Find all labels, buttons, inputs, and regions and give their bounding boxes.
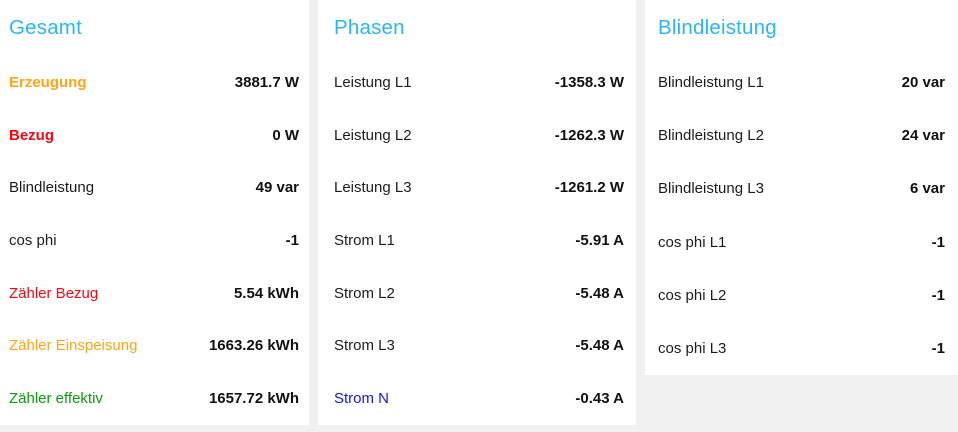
card-title-row: Gesamt <box>0 0 309 56</box>
row-value: -1 <box>931 339 945 357</box>
row-erzeugung: Erzeugung 3881.7 W <box>0 56 309 109</box>
row-value: -1262.3 W <box>554 126 624 144</box>
row-zahler-bezug: Zähler Bezug 5.54 kWh <box>0 267 309 320</box>
row-label: Blindleistung L2 <box>658 127 764 145</box>
row-zahler-einspeisung: Zähler Einspeisung 1663.26 kWh <box>0 320 309 373</box>
card-title: Blindleistung <box>658 16 777 39</box>
row-value: -1 <box>285 232 299 250</box>
row-blindleistung-l1: Blindleistung L1 20 var <box>645 56 958 109</box>
row-value: -5.91 A <box>575 232 624 250</box>
row-value: -1358.3 W <box>554 73 624 91</box>
row-label: Leistung L3 <box>334 179 412 197</box>
row-value: 6 var <box>909 180 945 198</box>
row-blindleistung-l2: Blindleistung L2 24 var <box>645 109 958 162</box>
row-leistung-l2: Leistung L2 -1262.3 W <box>318 109 636 162</box>
card-title-row: Blindleistung <box>645 0 958 56</box>
row-value: -5.48 A <box>575 284 624 302</box>
row-cos-phi: cos phi -1 <box>0 214 309 267</box>
row-strom-n: Strom N -0.43 A <box>318 372 636 425</box>
row-label: Strom L1 <box>334 232 395 250</box>
row-label: Leistung L2 <box>334 126 412 144</box>
row-value: 1663.26 kWh <box>208 337 299 355</box>
row-cos-phi-l1: cos phi L1 -1 <box>645 216 958 269</box>
row-value: 20 var <box>901 74 945 92</box>
row-value: -0.43 A <box>575 390 624 408</box>
row-strom-l1: Strom L1 -5.91 A <box>318 214 636 267</box>
row-value: 3881.7 W <box>234 73 299 91</box>
row-label: Zähler Bezug <box>9 284 99 302</box>
row-cos-phi-l2: cos phi L2 -1 <box>645 269 958 322</box>
row-value: -1261.2 W <box>554 179 624 197</box>
row-label: cos phi L1 <box>658 233 727 251</box>
row-value: 49 var <box>255 179 299 197</box>
row-label: cos phi L3 <box>658 339 727 357</box>
row-zahler-effektiv: Zähler effektiv 1657.72 kWh <box>0 372 309 425</box>
row-label: cos phi L2 <box>658 286 727 304</box>
row-label: Leistung L1 <box>334 73 412 91</box>
card-title: Phasen <box>334 16 405 39</box>
row-leistung-l3: Leistung L3 -1261.2 W <box>318 161 636 214</box>
row-label: Erzeugung <box>9 73 87 91</box>
row-label: Bezug <box>9 126 54 144</box>
row-label: Strom N <box>334 390 390 408</box>
row-value: 24 var <box>901 127 945 145</box>
row-value: 5.54 kWh <box>233 284 299 302</box>
row-bezug: Bezug 0 W <box>0 109 309 162</box>
row-label: Blindleistung L1 <box>658 74 764 92</box>
row-value: 0 W <box>272 126 299 144</box>
card-blindleistung: Blindleistung Blindleistung L1 20 var Bl… <box>645 0 958 375</box>
card-phasen: Phasen Leistung L1 -1358.3 W Leistung L2… <box>318 0 636 425</box>
row-label: Blindleistung L3 <box>658 180 764 198</box>
card-title-row: Phasen <box>318 0 636 56</box>
row-label: Strom L3 <box>334 337 395 355</box>
row-blindleistung-l3: Blindleistung L3 6 var <box>645 162 958 215</box>
card-gesamt: Gesamt Erzeugung 3881.7 W Bezug 0 W Blin… <box>0 0 309 425</box>
row-label: Zähler Einspeisung <box>9 337 138 355</box>
row-strom-l3: Strom L3 -5.48 A <box>318 320 636 373</box>
row-value: 1657.72 kWh <box>208 390 299 408</box>
row-label: Zähler effektiv <box>9 390 103 408</box>
row-label: Blindleistung <box>9 179 95 197</box>
row-cos-phi-l3: cos phi L3 -1 <box>645 322 958 375</box>
row-label: Strom L2 <box>334 284 395 302</box>
row-value: -5.48 A <box>575 337 624 355</box>
row-strom-l2: Strom L2 -5.48 A <box>318 267 636 320</box>
row-label: cos phi <box>9 232 57 250</box>
card-title: Gesamt <box>9 16 82 39</box>
row-blindleistung: Blindleistung 49 var <box>0 161 309 214</box>
row-leistung-l1: Leistung L1 -1358.3 W <box>318 56 636 109</box>
row-value: -1 <box>931 233 945 251</box>
row-value: -1 <box>931 286 945 304</box>
